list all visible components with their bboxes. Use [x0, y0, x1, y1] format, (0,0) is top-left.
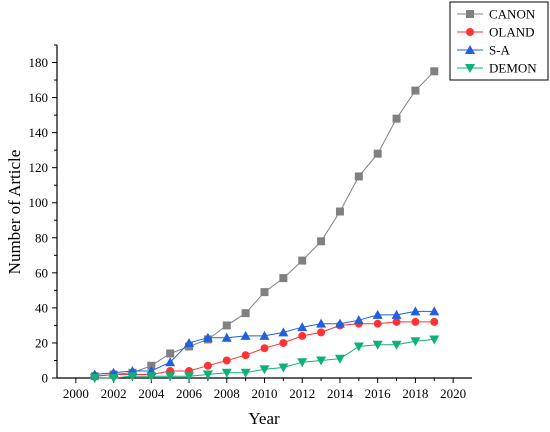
x-tick-label: 2004 — [138, 386, 165, 401]
y-ticks: 0 20 40 60 80 100 120 140 160 180 — [29, 44, 57, 386]
data-point — [184, 372, 195, 382]
data-point — [317, 237, 326, 246]
data-point — [147, 361, 156, 370]
y-tick-label: 0 — [42, 371, 49, 386]
data-point — [316, 356, 327, 366]
x-tick-label: 2014 — [327, 386, 354, 401]
data-point — [391, 340, 402, 350]
data-point — [411, 86, 420, 95]
series-line — [94, 70, 435, 377]
data-point — [279, 274, 288, 283]
data-point — [202, 370, 213, 380]
data-point — [410, 337, 421, 347]
data-point — [353, 315, 364, 325]
y-tick-label: 20 — [35, 335, 48, 350]
legend-label: OLAND — [489, 25, 535, 40]
data-point — [354, 172, 363, 181]
data-point — [127, 372, 138, 382]
legend-label: DEMON — [489, 61, 537, 76]
data-point — [165, 357, 176, 367]
x-tick-label: 2002 — [101, 386, 127, 401]
data-point — [108, 374, 119, 383]
x-tick-label: 2018 — [402, 386, 428, 401]
legend: CANON OLAND S-A DEMON — [449, 1, 549, 81]
data-point — [429, 306, 440, 316]
data-point — [373, 149, 382, 158]
data-point — [203, 361, 212, 370]
data-point — [259, 365, 270, 375]
data-point — [240, 330, 251, 340]
data-point — [392, 317, 401, 326]
data-point — [298, 331, 307, 340]
data-point — [278, 363, 289, 373]
y-tick-label: 80 — [35, 230, 48, 245]
data-point — [241, 351, 250, 360]
x-axis-title: Year — [248, 409, 280, 428]
data-point — [221, 332, 232, 342]
data-point — [241, 309, 250, 318]
data-point — [372, 309, 383, 319]
data-point — [260, 344, 269, 353]
data-point — [297, 322, 308, 332]
x-tick-label: 2008 — [214, 386, 240, 401]
y-tick-label: 140 — [29, 125, 49, 140]
y-tick-label: 160 — [29, 90, 49, 105]
y-tick-label: 120 — [29, 160, 49, 175]
y-tick-label: 180 — [29, 55, 49, 70]
data-point — [240, 368, 251, 378]
y-axis-title: Number of Article — [5, 150, 24, 275]
data-point — [89, 374, 100, 383]
data-point — [259, 330, 270, 340]
data-point — [184, 337, 195, 347]
data-point — [353, 342, 364, 352]
data-point — [373, 319, 382, 328]
data-point — [221, 368, 232, 378]
data-point — [165, 372, 176, 382]
series-line — [94, 310, 435, 375]
data-point — [222, 321, 231, 330]
data-point — [334, 318, 345, 328]
data-point — [260, 288, 269, 297]
legend-label: S-A — [489, 43, 511, 58]
data-point — [278, 327, 289, 337]
data-point — [430, 67, 439, 76]
data-point — [316, 318, 327, 328]
data-point — [411, 317, 420, 326]
data-point — [317, 328, 326, 337]
x-tick-label: 2006 — [176, 386, 203, 401]
data-point — [279, 338, 288, 347]
axes — [56, 45, 472, 379]
data-point — [410, 306, 421, 316]
x-ticks: 2000 2002 2004 2006 2008 2010 2012 2014 2016 2018… — [63, 378, 466, 401]
x-tick-label: 2000 — [63, 386, 89, 401]
data-point — [334, 354, 345, 364]
x-tick-label: 2010 — [252, 386, 278, 401]
legend-marker — [465, 64, 475, 73]
data-point — [146, 372, 157, 382]
legend-marker — [466, 10, 474, 18]
y-tick-label: 100 — [29, 195, 49, 210]
series-demon — [89, 335, 440, 383]
y-tick-label: 60 — [35, 265, 48, 280]
data-point — [429, 335, 440, 345]
data-point — [202, 332, 213, 342]
data-point — [430, 317, 439, 326]
y-tick-label: 40 — [35, 300, 48, 315]
x-tick-label: 2016 — [365, 386, 392, 401]
data-point — [392, 114, 401, 123]
data-point — [222, 356, 231, 365]
x-tick-label: 2020 — [440, 386, 466, 401]
series-layer — [89, 67, 440, 383]
data-point — [297, 358, 308, 368]
x-tick-label: 2012 — [289, 386, 315, 401]
data-point — [166, 349, 175, 358]
legend-label: CANON — [489, 7, 536, 22]
data-point — [298, 256, 307, 265]
data-point — [391, 309, 402, 319]
data-point — [372, 340, 383, 350]
legend-marker — [465, 45, 475, 54]
legend-marker — [466, 28, 474, 36]
data-point — [335, 207, 344, 216]
